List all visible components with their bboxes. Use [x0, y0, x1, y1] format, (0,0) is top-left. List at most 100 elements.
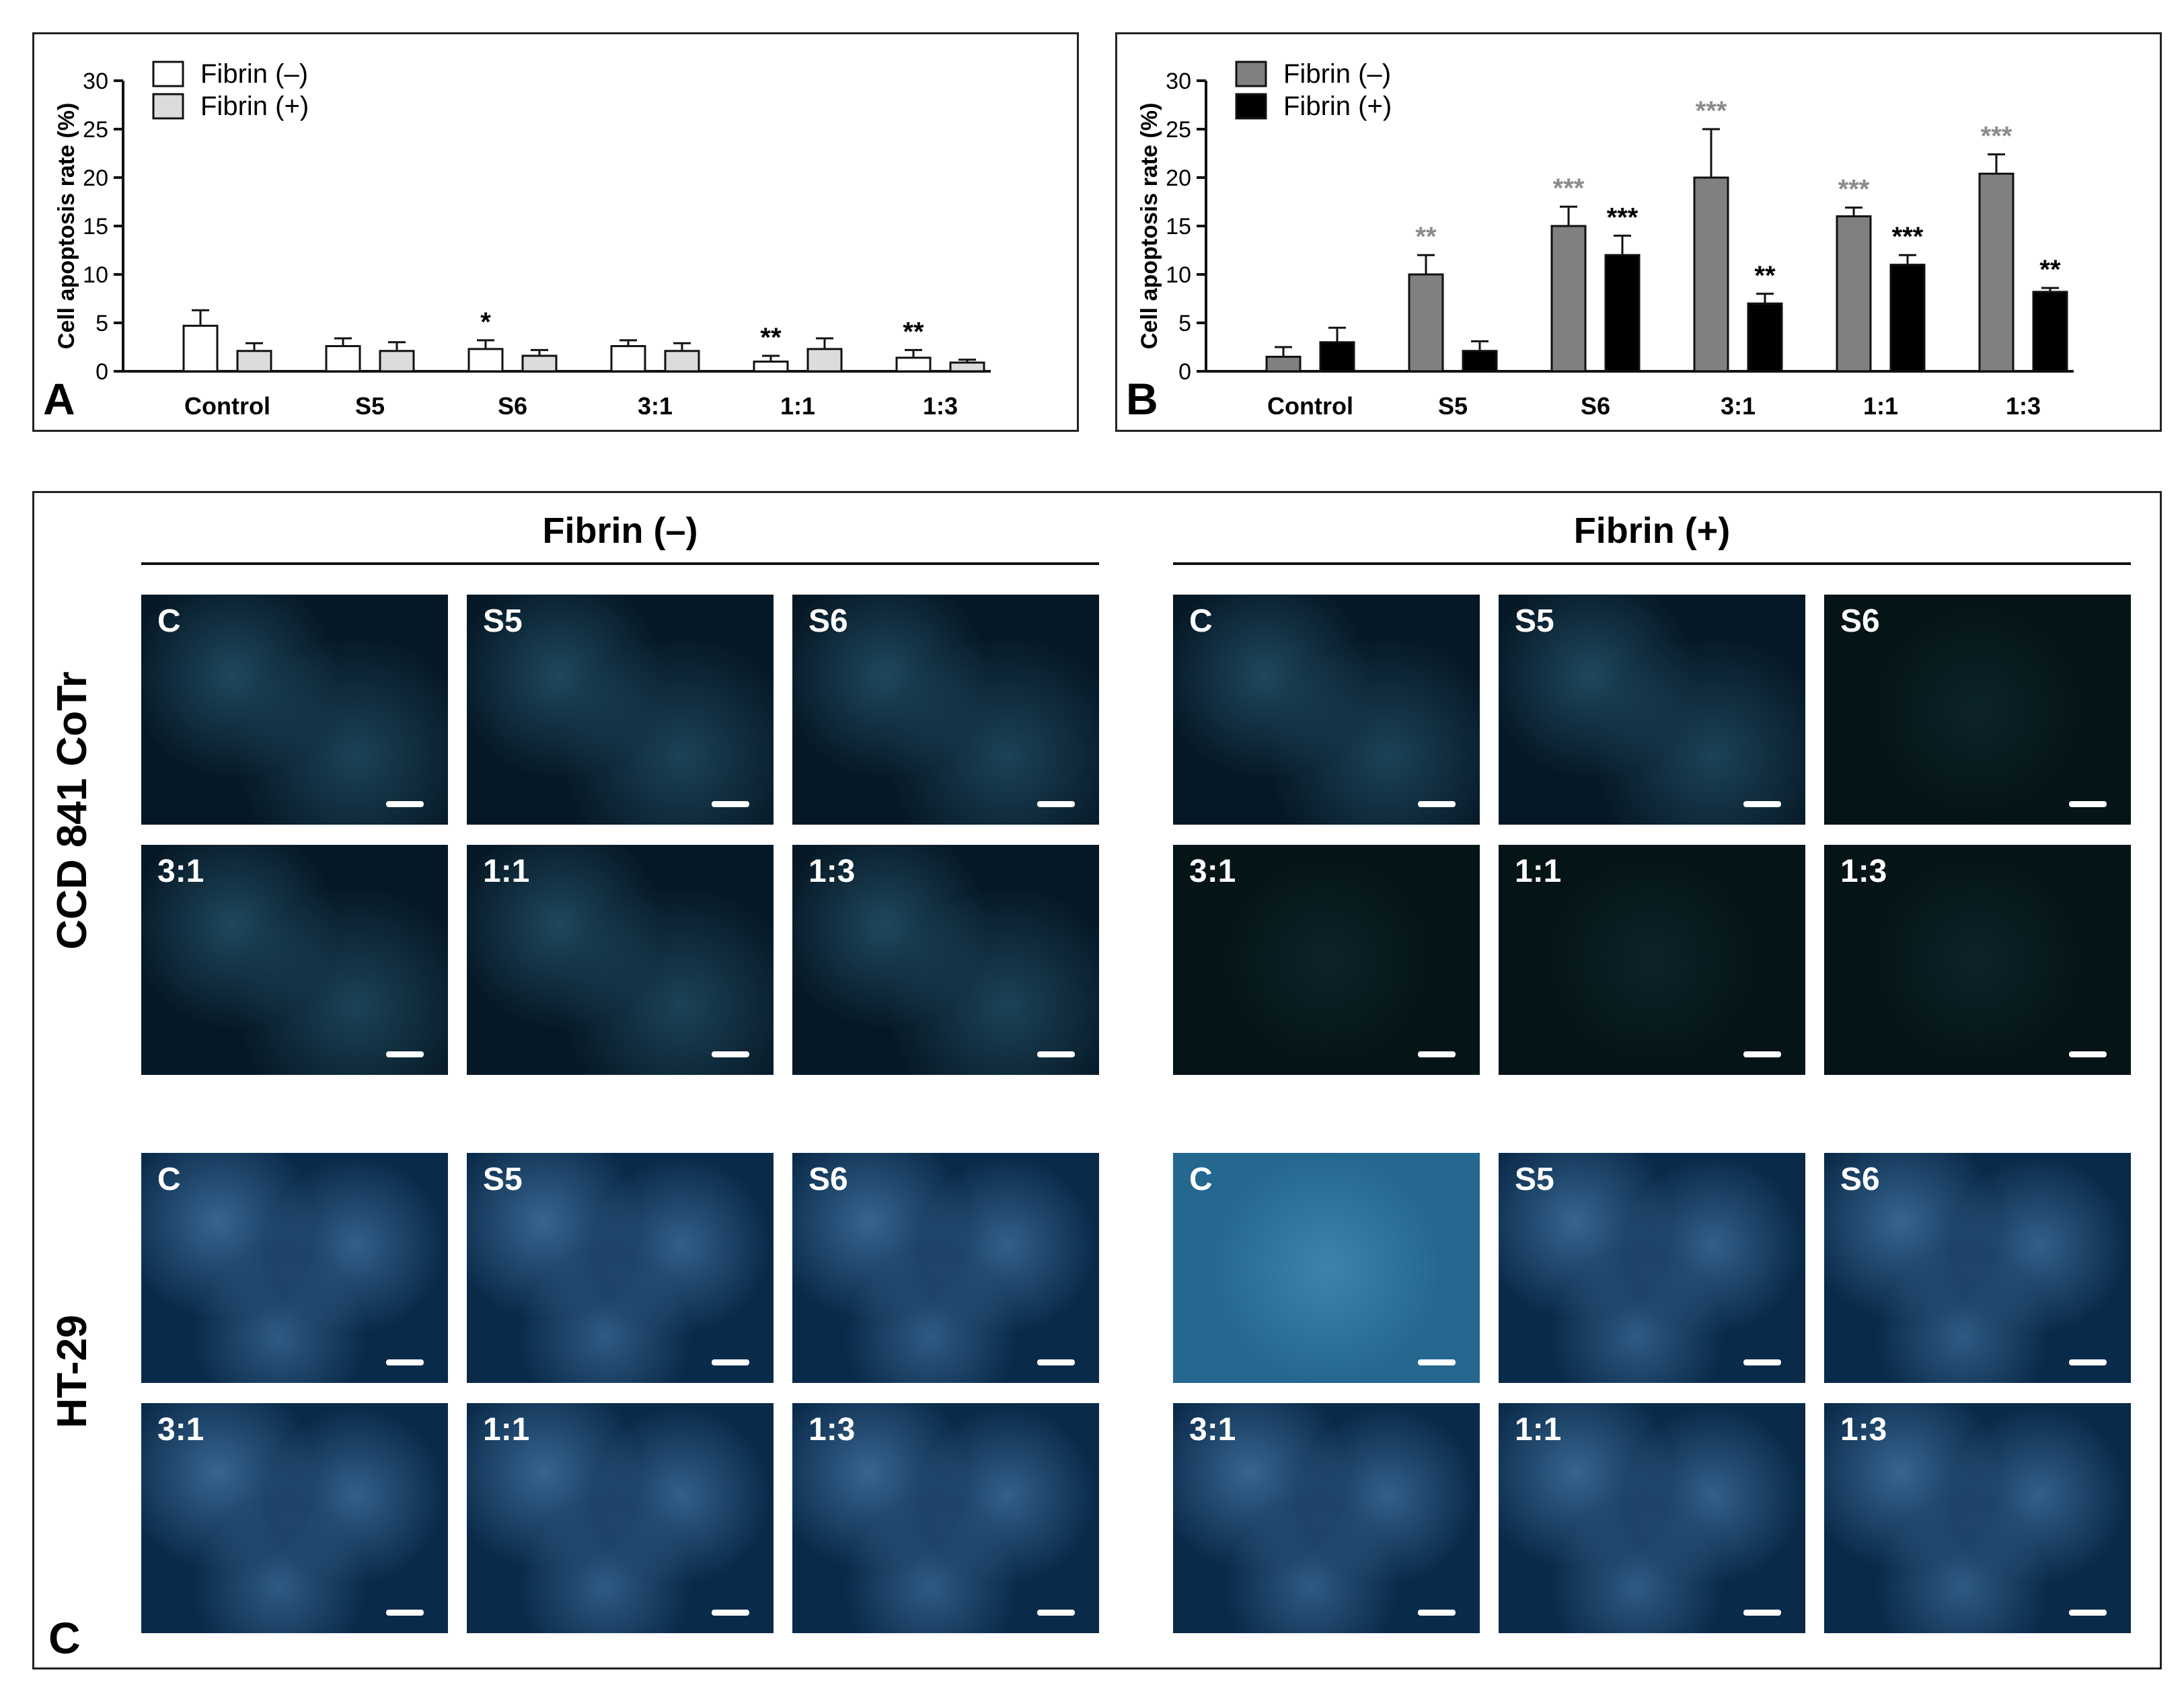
- scale-bar: [386, 1359, 424, 1365]
- y-tick-label: 5: [96, 311, 108, 336]
- legend-swatch: [152, 93, 184, 120]
- bar: [1889, 264, 1926, 373]
- scale-bar: [386, 1610, 424, 1616]
- significance-marker: ***: [1696, 96, 1727, 126]
- bar: [610, 345, 646, 373]
- significance-marker: ***: [1607, 202, 1639, 232]
- row-label-ht29: HT-29: [49, 1314, 96, 1429]
- bar: [664, 350, 700, 373]
- micrograph-ccd-minus-1-3: 1:3: [792, 845, 1099, 1075]
- legend-swatch: [1235, 93, 1267, 120]
- image-label: 3:1: [157, 854, 204, 889]
- bar: [2032, 291, 2068, 373]
- scale-bar: [1743, 801, 1781, 807]
- scale-bar: [1037, 1610, 1075, 1616]
- image-label: C: [1189, 1162, 1213, 1197]
- bar: [1462, 350, 1498, 373]
- significance-marker: **: [1415, 222, 1437, 252]
- image-label: 1:1: [1515, 1412, 1562, 1448]
- y-tick-label: 0: [1178, 359, 1191, 385]
- scale-bar: [2069, 1359, 2107, 1365]
- significance-marker: ***: [1553, 174, 1585, 203]
- significance-marker: **: [903, 317, 924, 346]
- x-tick-label: Control: [1267, 392, 1353, 420]
- micrograph-ccd-minus-s5: S5: [467, 595, 774, 825]
- y-tick-label: 30: [83, 69, 108, 94]
- image-label: S6: [1840, 1162, 1880, 1197]
- image-label: S6: [1840, 603, 1880, 639]
- micrograph-ccd-minus-c: C: [141, 595, 448, 825]
- micrograph-ht29-minus-s5: S5: [467, 1153, 774, 1383]
- panel-letter-b: B: [1126, 374, 1158, 424]
- legend-label: Fibrin (–): [1283, 59, 1391, 89]
- scale-bar: [1418, 1359, 1456, 1365]
- scale-bar: [1743, 1610, 1781, 1616]
- bar: [521, 354, 558, 373]
- x-tick-label: 1:1: [780, 392, 815, 420]
- image-label: S6: [808, 603, 848, 639]
- image-label: S5: [1515, 603, 1554, 639]
- legend-label: Fibrin (+): [200, 91, 309, 121]
- y-tick-label: 15: [83, 214, 108, 239]
- x-tick-label: S5: [1438, 392, 1468, 420]
- x-tick-label: 3:1: [638, 392, 673, 420]
- x-tick-label: 1:3: [923, 392, 958, 420]
- micrograph-ht29-plus-s6: S6: [1824, 1153, 2131, 1383]
- micrograph-ccd-plus-s5: S5: [1499, 595, 1805, 825]
- image-label: S5: [1515, 1162, 1554, 1197]
- y-tick-label: 15: [1166, 214, 1191, 239]
- scale-bar: [2069, 1051, 2107, 1057]
- x-tick-label: S6: [498, 392, 527, 420]
- legend-swatch: [1235, 61, 1267, 87]
- bar: [949, 361, 985, 373]
- x-tick-label: S5: [355, 392, 385, 420]
- micrograph-ht29-plus-c: C: [1173, 1153, 1480, 1383]
- scale-bar: [712, 1051, 749, 1057]
- bar: [1265, 355, 1302, 373]
- micrograph-ht29-plus-1-1: 1:1: [1499, 1403, 1805, 1633]
- image-label: 1:3: [808, 854, 856, 889]
- image-label: C: [157, 603, 181, 639]
- scale-bar: [2069, 1610, 2107, 1616]
- bar: [1604, 254, 1641, 373]
- image-label: 1:1: [483, 1412, 530, 1448]
- y-tick-label: 20: [1166, 165, 1191, 191]
- x-tick-label: 1:1: [1863, 392, 1898, 420]
- micrograph-ccd-minus-3-1: 3:1: [141, 845, 448, 1075]
- scale-bar: [712, 1359, 749, 1365]
- bar: [236, 350, 272, 373]
- bar: [1319, 341, 1355, 373]
- column-header-fibrin-minus: Fibrin (–): [542, 511, 698, 551]
- y-axis-label: Cell apoptosis rate (%): [54, 103, 79, 350]
- significance-marker: ***: [1981, 121, 2012, 151]
- micrograph-ht29-minus-1-1: 1:1: [467, 1403, 774, 1633]
- significance-marker: ***: [1838, 175, 1870, 204]
- image-label: 1:1: [483, 854, 530, 889]
- significance-marker: **: [1754, 261, 1776, 291]
- significance-marker: **: [760, 323, 782, 352]
- bar: [182, 324, 219, 373]
- column-header-fibrin-plus: Fibrin (+): [1573, 511, 1731, 551]
- scale-bar: [1743, 1359, 1781, 1365]
- column-rule-fibrin-minus: [141, 562, 1099, 565]
- x-tick-label: S6: [1581, 392, 1610, 420]
- legend-label: Fibrin (–): [200, 59, 308, 89]
- significance-marker: *: [480, 307, 491, 337]
- scale-bar: [1418, 1610, 1456, 1616]
- significance-marker: ***: [1892, 222, 1924, 252]
- image-label: 1:3: [1840, 854, 1887, 889]
- scale-bar: [1037, 801, 1075, 807]
- y-axis-label: Cell apoptosis rate (%): [1137, 103, 1162, 350]
- x-tick-label: Control: [184, 392, 270, 420]
- micrograph-ht29-minus-s6: S6: [792, 1153, 1099, 1383]
- y-tick-label: 25: [1166, 117, 1191, 143]
- y-tick-label: 10: [83, 262, 108, 288]
- image-label: 3:1: [1189, 1412, 1236, 1448]
- bar: [895, 356, 932, 373]
- scale-bar: [386, 801, 424, 807]
- y-tick-label: 10: [1166, 262, 1191, 288]
- bar: [1978, 172, 2014, 373]
- panel-letter-c: C: [48, 1613, 81, 1663]
